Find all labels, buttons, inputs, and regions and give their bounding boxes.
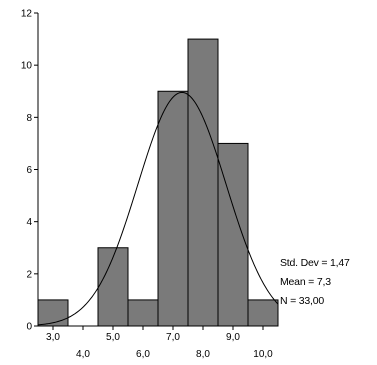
x-tick-label: 6,0	[136, 349, 150, 360]
y-tick-label: 6	[26, 165, 32, 176]
n-label: N = 33,00	[280, 295, 325, 307]
std-dev-label: Std. Dev = 1,47	[280, 257, 350, 269]
x-ticks-group: 3,0 4,0 5,0 6,0 7,0 8,0 9,0 10,0	[46, 326, 273, 360]
histogram-bar	[217, 142, 249, 327]
histogram-bar	[127, 299, 159, 327]
bars-group	[37, 38, 279, 327]
x-tick-label: 9,0	[226, 332, 240, 343]
histogram-bar	[187, 38, 219, 327]
x-tick-label: 10,0	[253, 349, 273, 360]
y-tick-label: 0	[26, 322, 32, 333]
y-tick-label: 8	[26, 113, 32, 124]
y-ticks-group: 0 2 4 6 8 10 12	[21, 9, 38, 333]
histogram-bar	[97, 247, 129, 327]
histogram-bar	[37, 299, 69, 327]
histogram-bar	[157, 90, 189, 327]
y-tick-label: 4	[26, 217, 32, 228]
y-tick-label: 10	[21, 61, 33, 72]
normal-curve	[37, 91, 279, 326]
x-tick-label: 5,0	[106, 332, 120, 343]
y-tick-label: 12	[21, 9, 33, 20]
x-tick-label: 7,0	[166, 332, 180, 343]
histogram-bar	[247, 299, 279, 327]
y-tick-label: 2	[26, 269, 32, 280]
mean-label: Mean = 7,3	[280, 276, 331, 288]
x-tick-label: 4,0	[76, 349, 90, 360]
x-tick-label: 3,0	[46, 332, 60, 343]
x-tick-label: 8,0	[196, 349, 210, 360]
